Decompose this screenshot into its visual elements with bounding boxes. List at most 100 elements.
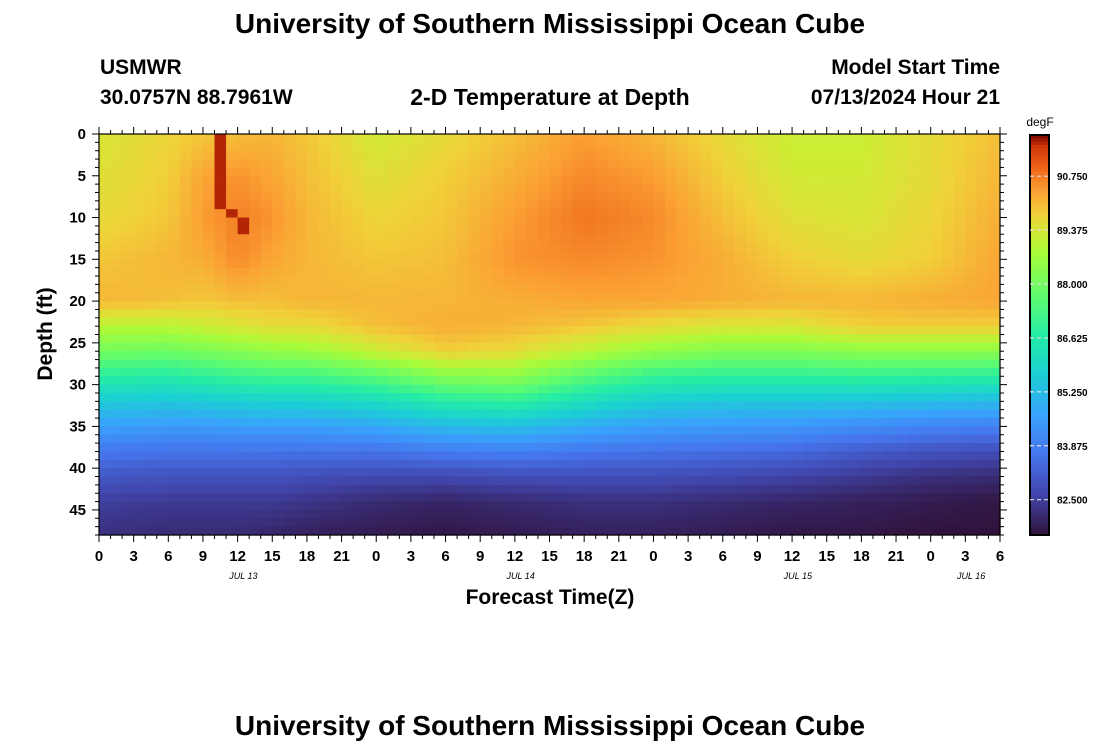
heatmap-cell — [168, 142, 181, 152]
heatmap-cell — [468, 384, 481, 394]
heatmap-cell — [445, 434, 458, 444]
heatmap-cell — [919, 434, 932, 444]
heatmap-cell — [226, 175, 239, 185]
heatmap-cell — [226, 409, 239, 419]
heatmap-cell — [283, 476, 296, 486]
heatmap-cell — [445, 518, 458, 528]
heatmap-cell — [849, 392, 862, 402]
heatmap-cell — [457, 259, 470, 269]
colorbar-segment — [1030, 208, 1049, 213]
heatmap-cell — [665, 317, 678, 327]
heatmap-cell — [122, 484, 135, 494]
heatmap-cell — [988, 200, 1001, 210]
heatmap-cell — [780, 426, 793, 436]
heatmap-cell — [468, 459, 481, 469]
heatmap-cell — [607, 418, 620, 427]
heatmap-cell — [676, 242, 689, 252]
heatmap-cell — [526, 184, 539, 194]
heatmap-cell — [306, 217, 320, 227]
heatmap-cell — [376, 225, 389, 235]
colorbar-segment — [1030, 385, 1049, 389]
heatmap-cell — [919, 317, 932, 327]
heatmap-cell — [306, 209, 320, 219]
heatmap-cell — [433, 150, 447, 160]
heatmap-cell — [341, 526, 354, 536]
heatmap-cell — [376, 175, 389, 185]
heatmap-cell — [422, 309, 435, 319]
heatmap-cell — [861, 225, 874, 235]
heatmap-cell — [953, 443, 966, 453]
heatmap-cell — [122, 451, 135, 461]
heatmap-cell — [676, 159, 689, 169]
heatmap-cell — [965, 250, 978, 260]
heatmap-cell — [861, 443, 874, 453]
heatmap-cell — [202, 134, 216, 143]
colorbar-segment — [1030, 338, 1049, 343]
heatmap-cell — [607, 209, 620, 219]
heatmap-cell — [156, 326, 169, 336]
heatmap-cell — [780, 459, 793, 469]
heatmap-cell — [815, 418, 828, 427]
heatmap-cell — [341, 509, 354, 519]
heatmap-cell — [780, 326, 793, 336]
heatmap-cell — [919, 384, 932, 394]
heatmap-cell — [826, 384, 839, 394]
heatmap-cell — [561, 159, 574, 169]
heatmap-cell — [942, 234, 955, 244]
heatmap-cell — [688, 250, 701, 260]
heatmap-cell — [145, 134, 158, 143]
heatmap-cell — [330, 342, 343, 352]
heatmap-cell — [145, 518, 158, 528]
heatmap-cell — [191, 384, 204, 394]
heatmap-cell — [283, 451, 296, 461]
heatmap-cell — [191, 301, 204, 311]
heatmap-cell — [965, 259, 978, 269]
heatmap-cell — [122, 493, 135, 503]
heatmap-cell — [595, 175, 608, 185]
heatmap-cell — [722, 250, 735, 260]
heatmap-cell — [907, 434, 920, 444]
heatmap-cell — [249, 501, 262, 511]
heatmap-cell — [722, 526, 735, 536]
heatmap-cell — [399, 217, 412, 227]
heatmap-cell — [942, 476, 955, 486]
heatmap-cell — [584, 192, 597, 202]
heatmap-cell — [249, 518, 262, 528]
heatmap-cell — [237, 451, 250, 461]
heatmap-cell — [537, 409, 551, 419]
heatmap-cell — [872, 259, 886, 269]
heatmap-cell — [549, 234, 562, 244]
heatmap-cell — [561, 342, 574, 352]
heatmap-cell — [884, 434, 897, 444]
colorbar-segment — [1030, 311, 1049, 316]
x-tick-label: 21 — [333, 548, 350, 565]
heatmap-cell — [665, 501, 678, 511]
heatmap-cell — [99, 359, 112, 369]
heatmap-cell — [780, 392, 793, 402]
heatmap-cell — [722, 284, 735, 294]
heatmap-cell — [110, 367, 123, 377]
heatmap-cell — [179, 209, 193, 219]
heatmap-cell — [480, 359, 493, 369]
heatmap-cell — [237, 225, 250, 235]
heatmap-cell — [745, 526, 759, 536]
heatmap-cell — [861, 234, 874, 244]
heatmap-cell — [653, 200, 666, 210]
heatmap-cell — [792, 200, 805, 210]
colorbar-segment — [1030, 135, 1049, 139]
heatmap-cell — [826, 284, 839, 294]
heatmap-cell — [503, 225, 516, 235]
colorbar-segment — [1030, 165, 1049, 169]
heatmap-cell — [572, 175, 585, 185]
heatmap-cell — [376, 284, 389, 294]
heatmap-cell — [364, 184, 377, 194]
heatmap-cell — [549, 451, 562, 461]
heatmap-cell — [526, 150, 539, 160]
heatmap-cell — [572, 159, 585, 169]
heatmap-cell — [422, 217, 435, 227]
heatmap-cell — [537, 501, 551, 511]
heatmap-cell — [433, 259, 447, 269]
heatmap-cell — [872, 234, 886, 244]
heatmap-cell — [676, 334, 689, 344]
station-id: USMWR — [100, 56, 182, 79]
